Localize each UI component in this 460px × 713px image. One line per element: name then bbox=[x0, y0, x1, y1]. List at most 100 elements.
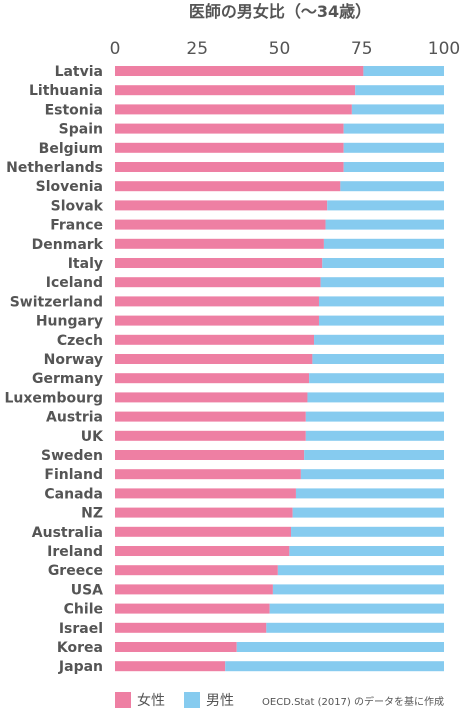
bar-male-japan bbox=[225, 661, 444, 672]
category-label-chile: Chile bbox=[64, 602, 103, 618]
bar-male-denmark bbox=[323, 238, 444, 249]
category-label-belgium: Belgium bbox=[39, 141, 103, 157]
bar-male-ireland bbox=[289, 546, 444, 556]
bar-female-austria bbox=[115, 411, 306, 422]
bar-male-luxembourg bbox=[307, 392, 444, 403]
category-label-canada: Canada bbox=[44, 486, 103, 502]
category-label-japan: Japan bbox=[58, 659, 103, 675]
legend-label-male: 男性 bbox=[206, 693, 234, 709]
bars bbox=[115, 66, 444, 672]
bar-female-germany bbox=[115, 373, 310, 384]
bar-female-netherlands bbox=[115, 162, 344, 172]
bar-male-france bbox=[325, 219, 444, 230]
bar-female-estonia bbox=[115, 104, 352, 115]
category-label-latvia: Latvia bbox=[55, 64, 103, 80]
category-label-luxembourg: Luxembourg bbox=[4, 390, 103, 406]
bar-female-latvia bbox=[115, 66, 364, 76]
bar-male-iceland bbox=[320, 277, 444, 288]
x-tick-label: 25 bbox=[186, 39, 208, 59]
category-label-lithuania: Lithuania bbox=[29, 83, 103, 99]
bar-male-belgium bbox=[343, 142, 444, 153]
x-tick-label: 100 bbox=[428, 39, 460, 59]
bar-male-netherlands bbox=[343, 162, 444, 172]
category-label-greece: Greece bbox=[48, 563, 103, 579]
bar-female-usa bbox=[115, 584, 273, 595]
bar-female-korea bbox=[115, 642, 237, 652]
category-label-france: France bbox=[50, 218, 103, 234]
category-label-estonia: Estonia bbox=[45, 102, 103, 118]
bar-female-hungary bbox=[115, 315, 319, 326]
bar-female-nz bbox=[115, 507, 293, 518]
bar-female-denmark bbox=[115, 238, 324, 249]
bar-male-lithuania bbox=[355, 85, 444, 96]
bar-male-sweden bbox=[304, 450, 444, 460]
bar-female-belgium bbox=[115, 142, 344, 153]
bar-female-chile bbox=[115, 603, 270, 614]
category-label-slovak: Slovak bbox=[51, 198, 104, 214]
bar-male-latvia bbox=[363, 66, 444, 76]
bar-male-austria bbox=[305, 411, 444, 422]
category-label-nz: NZ bbox=[81, 506, 103, 522]
category-label-iceland: Iceland bbox=[46, 275, 103, 291]
bar-male-estonia bbox=[351, 104, 444, 115]
legend: 女性 男性 bbox=[115, 692, 234, 709]
bar-female-canada bbox=[115, 488, 296, 499]
category-label-australia: Australia bbox=[32, 525, 103, 541]
bar-male-korea bbox=[236, 642, 444, 652]
legend-swatch-female bbox=[115, 692, 131, 708]
bar-male-germany bbox=[309, 373, 444, 384]
bar-female-iceland bbox=[115, 277, 321, 288]
bar-female-italy bbox=[115, 258, 323, 268]
category-label-korea: Korea bbox=[57, 640, 103, 656]
bar-female-luxembourg bbox=[115, 392, 308, 403]
category-label-italy: Italy bbox=[68, 256, 103, 272]
bar-female-lithuania bbox=[115, 85, 356, 96]
bar-female-switzerland bbox=[115, 296, 319, 307]
category-label-sweden: Sweden bbox=[41, 448, 103, 464]
category-label-denmark: Denmark bbox=[32, 237, 104, 253]
bar-female-norway bbox=[115, 354, 313, 364]
bar-male-chile bbox=[269, 603, 444, 614]
bar-male-uk bbox=[305, 430, 444, 441]
bar-male-australia bbox=[291, 526, 444, 537]
source-note: OECD.Stat (2017) のデータを基に作成 bbox=[262, 695, 444, 708]
x-tick-label: 0 bbox=[110, 39, 121, 59]
category-labels: Latvia Lithuania Estonia Spain Belgium Nether… bbox=[4, 64, 104, 675]
category-label-germany: Germany bbox=[32, 371, 103, 387]
category-label-ireland: Ireland bbox=[47, 544, 103, 560]
bar-male-greece bbox=[277, 565, 444, 576]
bar-female-australia bbox=[115, 526, 292, 537]
bar-female-finland bbox=[115, 469, 301, 480]
x-tick-label: 75 bbox=[351, 39, 373, 59]
bar-male-nz bbox=[292, 507, 444, 518]
category-label-czech: Czech bbox=[57, 333, 103, 349]
category-label-usa: USA bbox=[71, 582, 103, 598]
bar-male-finland bbox=[300, 469, 444, 480]
bar-male-slovenia bbox=[340, 181, 444, 192]
bar-male-israel bbox=[266, 622, 444, 633]
bar-female-slovenia bbox=[115, 181, 341, 192]
bar-female-uk bbox=[115, 430, 306, 441]
bar-female-greece bbox=[115, 565, 278, 576]
category-label-norway: Norway bbox=[44, 352, 103, 368]
bar-male-canada bbox=[295, 488, 444, 499]
chart-title: 医師の男女比（～34歳） bbox=[189, 2, 371, 21]
category-label-netherlands: Netherlands bbox=[6, 160, 103, 176]
bar-male-slovak bbox=[327, 200, 444, 211]
bar-male-hungary bbox=[318, 315, 444, 326]
x-tick-label: 50 bbox=[269, 39, 291, 59]
category-label-israel: Israel bbox=[59, 621, 103, 637]
x-axis-ticks: 0 25 50 75 100 bbox=[110, 39, 460, 59]
category-label-austria: Austria bbox=[46, 410, 103, 426]
bar-male-usa bbox=[272, 584, 444, 595]
bar-female-israel bbox=[115, 622, 267, 633]
bar-female-czech bbox=[115, 334, 315, 345]
bar-male-switzerland bbox=[318, 296, 444, 307]
bar-male-czech bbox=[314, 334, 444, 345]
category-label-spain: Spain bbox=[59, 122, 103, 138]
category-label-hungary: Hungary bbox=[36, 314, 103, 330]
bar-female-france bbox=[115, 219, 326, 230]
bar-male-italy bbox=[322, 258, 444, 268]
category-label-slovenia: Slovenia bbox=[36, 179, 103, 195]
